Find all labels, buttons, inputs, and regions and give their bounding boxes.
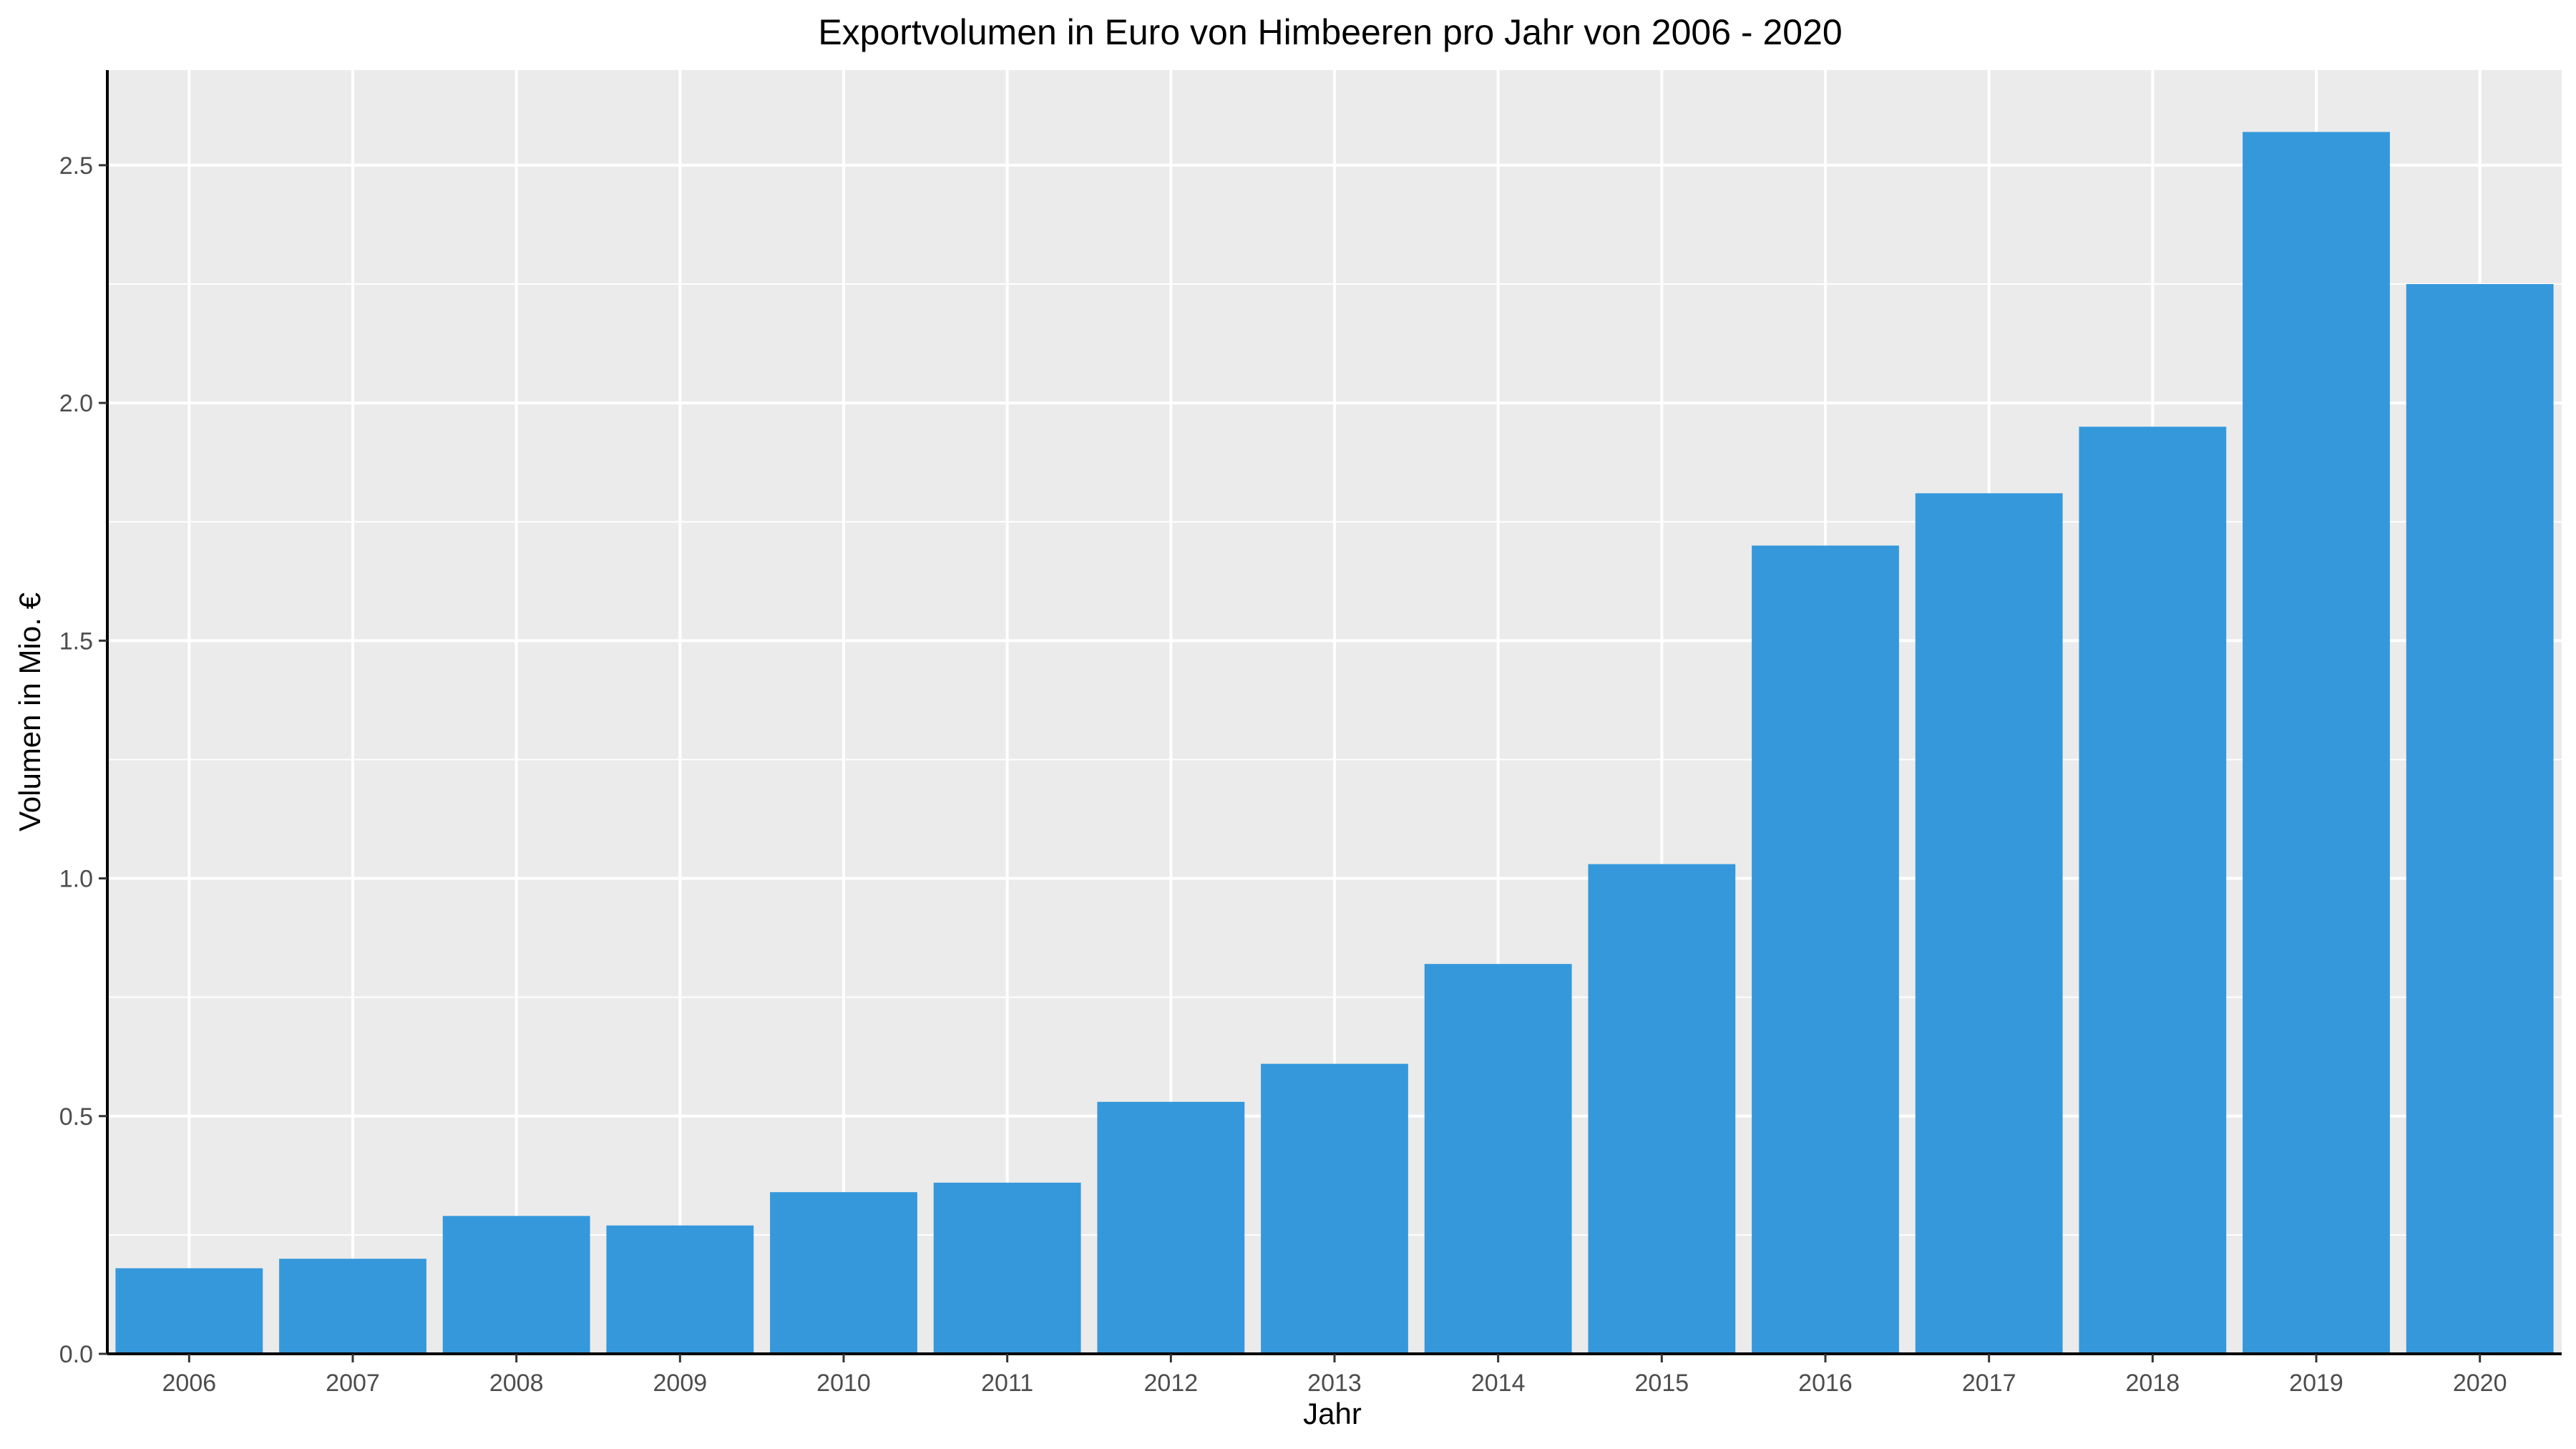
bar-2009 [606, 1225, 754, 1354]
bar-2012 [1097, 1101, 1245, 1354]
x-tick-label: 2015 [1635, 1370, 1689, 1397]
x-tick-label: 2006 [162, 1370, 217, 1397]
bar-2014 [1424, 964, 1572, 1354]
y-tick-label: 2.0 [59, 390, 93, 417]
x-tick-label: 2013 [1307, 1370, 1362, 1397]
y-tick-label: 2.5 [59, 152, 93, 180]
x-tick-label: 2018 [2126, 1370, 2180, 1397]
chart-title: Exportvolumen in Euro von Himbeeren pro … [818, 12, 1842, 52]
bars [115, 132, 2554, 1355]
bar-2010 [770, 1192, 917, 1354]
x-tick-label: 2009 [653, 1370, 708, 1397]
bar-2008 [442, 1216, 590, 1354]
x-tick-label: 2008 [489, 1370, 544, 1397]
bar-2007 [279, 1259, 426, 1354]
y-tick-label: 1.5 [59, 628, 93, 655]
y-axis-ticks: 0.0 0.5 1.0 1.5 2.0 2.5 [59, 152, 107, 1368]
bar-2019 [2243, 132, 2390, 1354]
x-tick-label: 2012 [1144, 1370, 1199, 1397]
x-tick-label: 2007 [326, 1370, 380, 1397]
x-tick-label: 2010 [816, 1370, 871, 1397]
x-tick-label: 2016 [1798, 1370, 1853, 1397]
bar-2006 [115, 1268, 263, 1354]
y-tick-label: 0.5 [59, 1103, 93, 1131]
x-tick-label: 2014 [1471, 1370, 1526, 1397]
x-tick-label: 2017 [1962, 1370, 2016, 1397]
y-axis-title: Volumen in Mio. € [13, 592, 47, 831]
x-axis-ticks: 2006 2007 2008 2009 2010 2011 2012 2013 2014 2015… [162, 1354, 2507, 1397]
bar-2011 [933, 1182, 1081, 1354]
bar-2013 [1261, 1063, 1408, 1354]
y-tick-label: 1.0 [59, 866, 93, 893]
y-tick-label: 0.0 [59, 1341, 93, 1368]
bar-2016 [1752, 545, 1899, 1354]
x-axis-title: Jahr [1303, 1397, 1362, 1430]
x-tick-label: 2011 [981, 1370, 1033, 1397]
bar-2015 [1588, 864, 1736, 1354]
x-tick-label: 2020 [2453, 1370, 2507, 1397]
bar-2020 [2406, 284, 2554, 1354]
x-tick-label: 2019 [2289, 1370, 2343, 1397]
bar-2018 [2079, 426, 2227, 1355]
bar-2017 [1915, 493, 2063, 1355]
